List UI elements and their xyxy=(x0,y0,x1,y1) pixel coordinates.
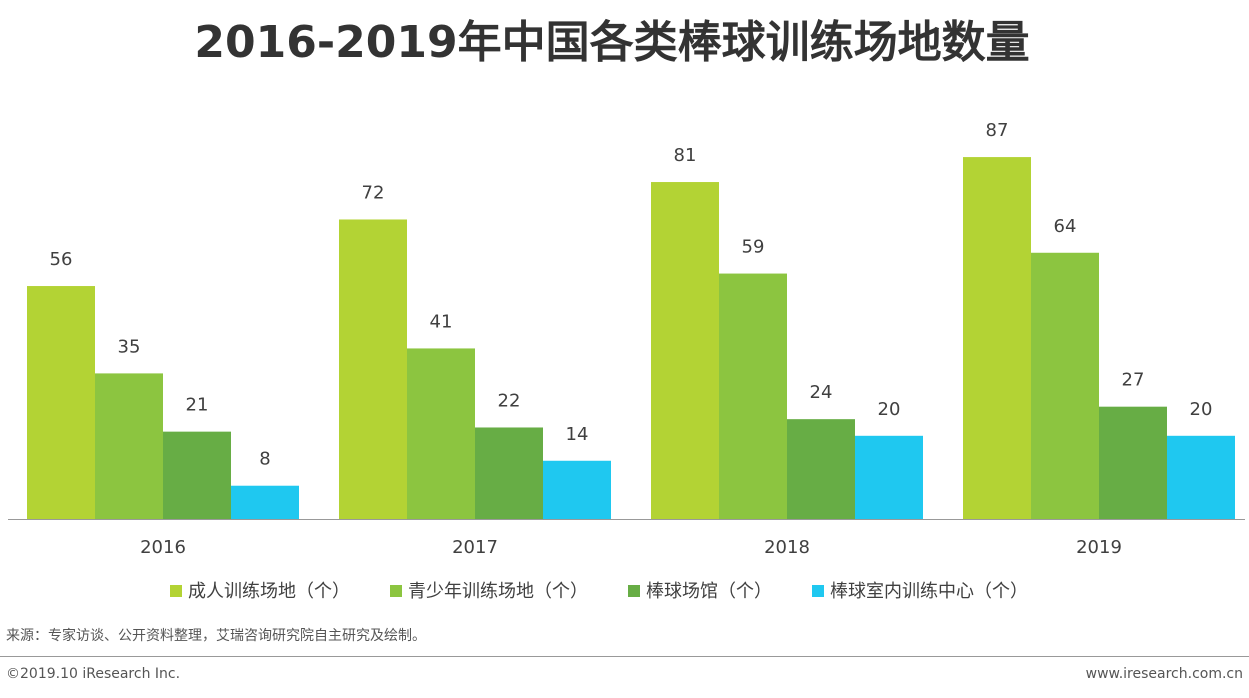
data-label: 14 xyxy=(566,424,589,445)
legend-swatch xyxy=(628,585,640,597)
data-label: 22 xyxy=(498,390,521,411)
data-label: 27 xyxy=(1122,370,1145,391)
bar xyxy=(27,286,95,519)
bar xyxy=(1099,406,1167,519)
data-label: 20 xyxy=(1190,399,1213,420)
copyright: ©2019.10 iResearch Inc. xyxy=(6,666,180,682)
data-label: 56 xyxy=(50,249,73,270)
legend-swatch xyxy=(390,585,402,597)
bar xyxy=(719,273,787,519)
x-tick-label: 2017 xyxy=(452,537,498,558)
data-label: 20 xyxy=(878,399,901,420)
data-label: 41 xyxy=(430,311,453,332)
data-label: 87 xyxy=(986,120,1009,141)
x-tick-label: 2019 xyxy=(1076,537,1122,558)
bar xyxy=(339,219,407,520)
legend-label: 棒球室内训练中心（个） xyxy=(830,581,1028,602)
legend-label: 棒球场馆（个） xyxy=(646,581,772,602)
bar xyxy=(1167,435,1235,519)
x-tick-label: 2018 xyxy=(764,537,810,558)
legend-swatch xyxy=(170,585,182,597)
legend-label: 青少年训练场地（个） xyxy=(408,581,588,602)
bar xyxy=(95,373,163,519)
legend-label: 成人训练场地（个） xyxy=(188,581,350,602)
data-label: 21 xyxy=(186,395,209,416)
bar xyxy=(543,460,611,519)
data-label: 64 xyxy=(1054,216,1077,237)
bar xyxy=(231,485,299,519)
bar xyxy=(163,431,231,519)
url: www.iresearch.com.cn xyxy=(1086,666,1243,682)
bar xyxy=(855,435,923,519)
data-label: 24 xyxy=(810,382,833,403)
data-label: 59 xyxy=(742,237,765,258)
data-label: 81 xyxy=(674,145,697,166)
bar xyxy=(787,419,855,519)
source-note: 来源：专家访谈、公开资料整理，艾瑞咨询研究院自主研究及绘制。 xyxy=(6,627,426,644)
bar xyxy=(1031,252,1099,519)
bar xyxy=(651,182,719,520)
bar xyxy=(407,348,475,519)
x-tick-label: 2016 xyxy=(140,537,186,558)
legend-swatch xyxy=(812,585,824,597)
data-label: 8 xyxy=(259,449,270,470)
bar xyxy=(963,157,1031,519)
chart-title: 2016-2019年中国各类棒球训练场地数量 xyxy=(194,17,1029,68)
data-label: 35 xyxy=(118,336,141,357)
bar xyxy=(475,427,543,519)
data-label: 72 xyxy=(362,182,385,203)
